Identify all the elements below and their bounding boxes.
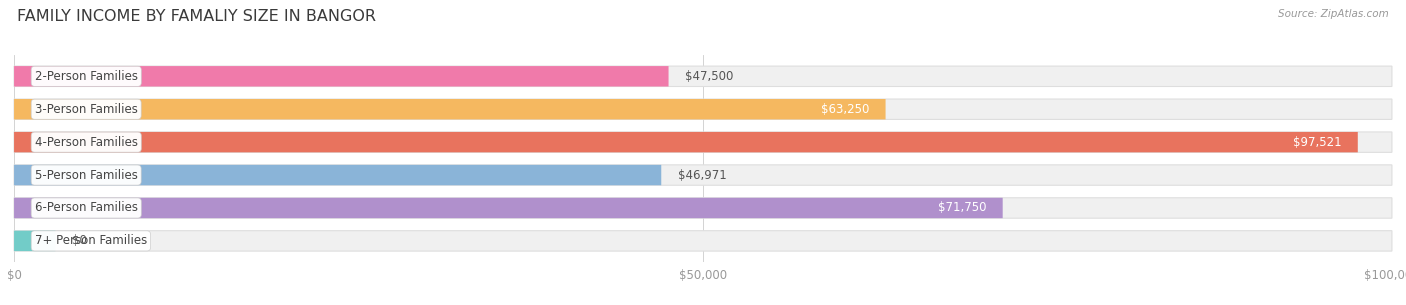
Text: 6-Person Families: 6-Person Families <box>35 202 138 214</box>
FancyBboxPatch shape <box>14 231 55 251</box>
Text: $63,250: $63,250 <box>821 103 869 116</box>
FancyBboxPatch shape <box>14 231 1392 251</box>
Text: FAMILY INCOME BY FAMALIY SIZE IN BANGOR: FAMILY INCOME BY FAMALIY SIZE IN BANGOR <box>17 9 375 24</box>
FancyBboxPatch shape <box>14 66 669 87</box>
Text: 7+ Person Families: 7+ Person Families <box>35 235 148 247</box>
FancyBboxPatch shape <box>14 132 1392 152</box>
Text: $0: $0 <box>72 235 87 247</box>
FancyBboxPatch shape <box>14 198 1002 218</box>
Text: 3-Person Families: 3-Person Families <box>35 103 138 116</box>
Text: $47,500: $47,500 <box>685 70 734 83</box>
Text: $71,750: $71,750 <box>938 202 986 214</box>
FancyBboxPatch shape <box>14 66 1392 87</box>
Text: 4-Person Families: 4-Person Families <box>35 136 138 149</box>
Text: $97,521: $97,521 <box>1292 136 1341 149</box>
Text: Source: ZipAtlas.com: Source: ZipAtlas.com <box>1278 9 1389 19</box>
FancyBboxPatch shape <box>14 99 886 120</box>
FancyBboxPatch shape <box>14 99 1392 120</box>
FancyBboxPatch shape <box>14 165 661 185</box>
FancyBboxPatch shape <box>14 198 1392 218</box>
Text: 5-Person Families: 5-Person Families <box>35 169 138 181</box>
FancyBboxPatch shape <box>14 165 1392 185</box>
Text: $46,971: $46,971 <box>678 169 727 181</box>
Text: 2-Person Families: 2-Person Families <box>35 70 138 83</box>
FancyBboxPatch shape <box>14 132 1358 152</box>
